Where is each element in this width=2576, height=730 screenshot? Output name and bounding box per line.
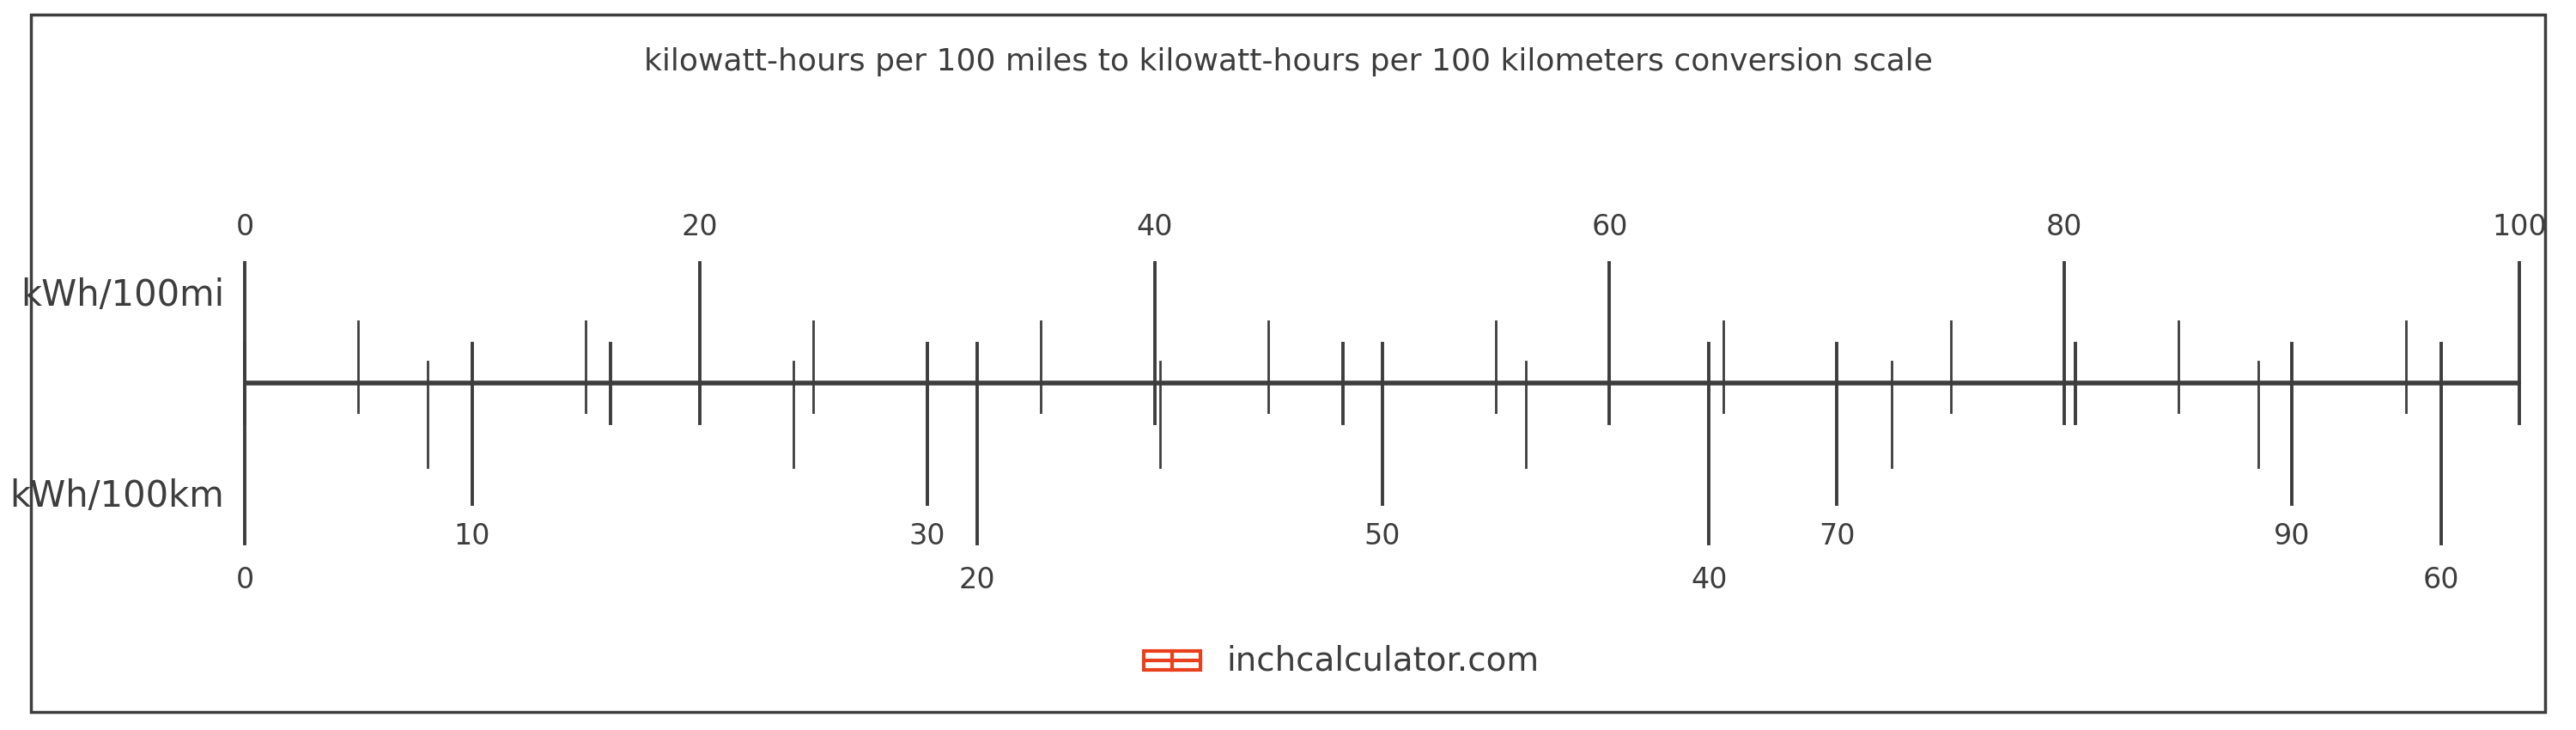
Text: 40: 40 bbox=[1136, 212, 1172, 241]
Text: inchcalculator.com: inchcalculator.com bbox=[1226, 645, 1538, 677]
Text: 100: 100 bbox=[2491, 212, 2548, 241]
Text: 20: 20 bbox=[680, 212, 719, 241]
Text: kWh/100km: kWh/100km bbox=[10, 478, 224, 515]
Text: 0: 0 bbox=[234, 212, 255, 241]
Text: 20: 20 bbox=[958, 566, 994, 594]
Text: 40: 40 bbox=[1690, 566, 1728, 594]
Text: 50: 50 bbox=[1363, 522, 1401, 550]
Text: 60: 60 bbox=[1592, 212, 1628, 241]
Text: 60: 60 bbox=[2424, 566, 2460, 594]
Text: 80: 80 bbox=[2045, 212, 2081, 241]
Text: 10: 10 bbox=[453, 522, 489, 550]
Text: 0: 0 bbox=[234, 566, 255, 594]
Text: kWh/100mi: kWh/100mi bbox=[21, 277, 224, 314]
Text: 30: 30 bbox=[909, 522, 945, 550]
Text: 90: 90 bbox=[2275, 522, 2311, 550]
Text: 70: 70 bbox=[1819, 522, 1855, 550]
Bar bbox=[1144, 651, 1200, 670]
Text: kilowatt-hours per 100 miles to kilowatt-hours per 100 kilometers conversion sca: kilowatt-hours per 100 miles to kilowatt… bbox=[644, 47, 1932, 77]
